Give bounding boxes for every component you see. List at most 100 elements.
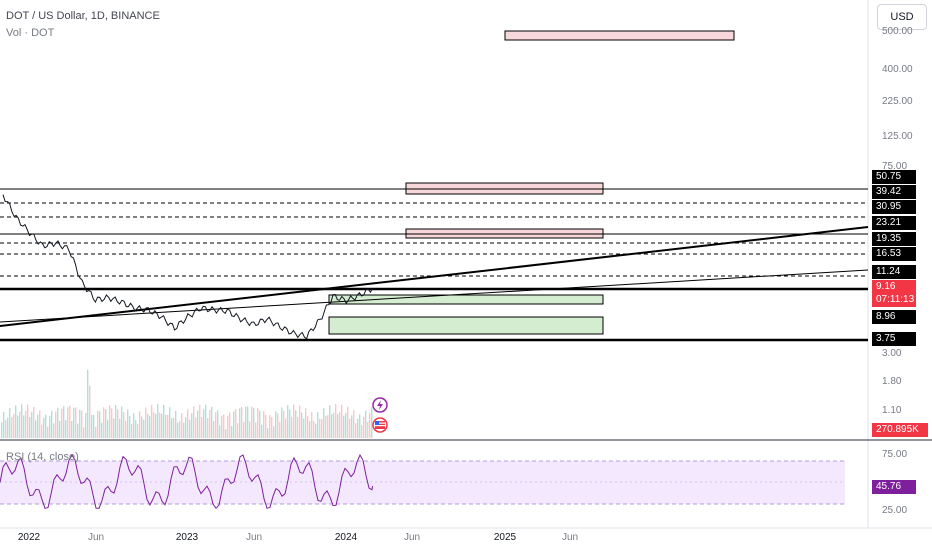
volume-bar	[55, 411, 57, 438]
level-badge: 3.75	[872, 332, 916, 346]
volume-bar	[223, 414, 225, 438]
volume-bar	[65, 420, 67, 438]
volume-bar	[167, 414, 169, 438]
volume-bar	[287, 405, 289, 438]
volume-bar	[79, 409, 81, 438]
volume-bar	[11, 417, 13, 438]
volume-bar	[171, 418, 173, 438]
lightning-event-icon[interactable]	[372, 397, 388, 413]
volume-bar	[191, 413, 193, 438]
volume-bar	[277, 413, 279, 438]
volume-bar	[293, 404, 295, 438]
volume-bar	[257, 408, 259, 438]
volume-bar	[29, 417, 31, 438]
time-label: 2023	[175, 532, 199, 543]
volume-bar	[41, 424, 43, 438]
volume-bar	[189, 419, 191, 438]
volume-bar	[63, 405, 65, 438]
volume-bar	[355, 423, 357, 438]
volume-bar	[25, 410, 27, 438]
time-label: Jun	[403, 532, 421, 543]
volume-bar	[37, 414, 39, 438]
volume-bar	[103, 407, 105, 438]
volume-bar	[43, 417, 45, 438]
volume-bar	[59, 421, 61, 438]
volume-bar	[299, 405, 301, 438]
demand-zone-2	[328, 316, 604, 335]
volume-bar	[269, 415, 271, 438]
axis-label-1-80: 1.80	[882, 376, 902, 387]
volume-bar	[67, 407, 69, 438]
volume-bar	[117, 409, 119, 438]
volume-bar	[323, 408, 325, 438]
volume-bar	[127, 409, 129, 438]
volume-bar	[15, 405, 17, 438]
volume-bar	[245, 406, 247, 438]
volume-bar	[195, 417, 197, 438]
volume-bar	[57, 407, 59, 438]
axis-label-400: 400.00	[882, 64, 913, 75]
currency-button[interactable]: USD	[877, 4, 927, 30]
volume-bar	[285, 418, 287, 438]
volume-bar	[89, 385, 91, 438]
volume-bar	[349, 418, 351, 438]
volume-bar	[139, 411, 141, 438]
volume-bar	[31, 411, 33, 438]
volume-bar	[319, 418, 321, 438]
volume-bar	[229, 412, 231, 438]
time-label: 2022	[17, 532, 41, 543]
volume-bar	[109, 405, 111, 438]
volume-bar	[27, 404, 29, 438]
volume-bar	[193, 406, 195, 438]
volume-bar	[249, 421, 251, 438]
volume-bar	[307, 416, 309, 438]
volume-bar	[75, 407, 77, 438]
volume-bar	[137, 424, 139, 438]
volume-bar	[281, 407, 283, 438]
time-label: Jun	[87, 532, 105, 543]
volume-bar	[235, 409, 237, 438]
us-flag-event-icon[interactable]	[372, 417, 388, 433]
volume-bar	[241, 406, 243, 438]
volume-bar	[23, 415, 25, 438]
demand-zone-1	[328, 294, 604, 305]
volume-bar	[69, 405, 71, 438]
volume-bar	[365, 410, 367, 438]
price-line	[2, 194, 374, 340]
volume-bar	[337, 414, 339, 438]
volume-bar	[243, 422, 245, 438]
volume-bar	[51, 410, 53, 438]
volume-bar	[347, 406, 349, 438]
volume-bar	[259, 410, 261, 438]
level-badge: 8.96	[872, 310, 916, 324]
volume-legend: Vol · DOT	[6, 27, 55, 39]
volume-bar	[345, 412, 347, 438]
volume-bar	[357, 418, 359, 438]
volume-bar	[351, 415, 353, 438]
volume-bar	[45, 414, 47, 438]
volume-bar	[145, 407, 147, 438]
volume-bar	[313, 420, 315, 438]
volume-bar	[119, 418, 121, 438]
axis-label-225: 225.00	[882, 96, 913, 107]
rsi-line	[0, 453, 374, 510]
volume-bar	[91, 415, 93, 438]
volume-bar	[95, 426, 97, 438]
volume-bar	[135, 420, 137, 438]
volume-bar	[283, 410, 285, 438]
rsi-value-badge: 45.76	[872, 480, 916, 494]
axis-label-125: 125.00	[882, 131, 913, 142]
volume-bar	[155, 413, 157, 438]
level-badge: 23.21	[872, 216, 916, 230]
volume-bar	[131, 423, 133, 438]
volume-bar	[237, 423, 239, 438]
volume-bar	[301, 412, 303, 438]
volume-bar	[73, 407, 75, 438]
volume-bar	[343, 415, 345, 438]
level-badge: 19.35	[872, 232, 916, 246]
volume-bar	[225, 429, 227, 438]
volume-bar	[111, 408, 113, 438]
volume-bar	[33, 407, 35, 438]
volume-bar	[47, 426, 49, 438]
